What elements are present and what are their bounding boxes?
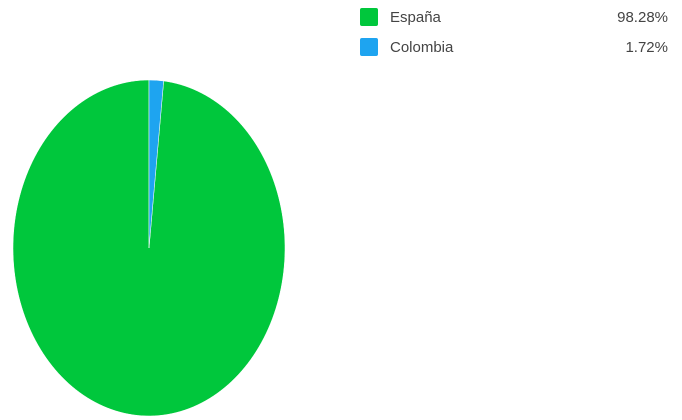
legend-value-colombia: 1.72% <box>625 39 668 56</box>
legend-item-espana[interactable]: España 98.28% <box>360 6 668 36</box>
legend-label-espana: España <box>390 9 441 26</box>
legend: España 98.28% Colombia 1.72% <box>360 6 668 66</box>
pie-slice-colombia[interactable] <box>148 79 164 249</box>
legend-swatch-espana <box>360 8 378 26</box>
legend-value-espana: 98.28% <box>617 9 668 26</box>
legend-item-colombia[interactable]: Colombia 1.72% <box>360 36 668 66</box>
legend-label-colombia: Colombia <box>390 39 454 56</box>
legend-swatch-colombia <box>360 38 378 56</box>
